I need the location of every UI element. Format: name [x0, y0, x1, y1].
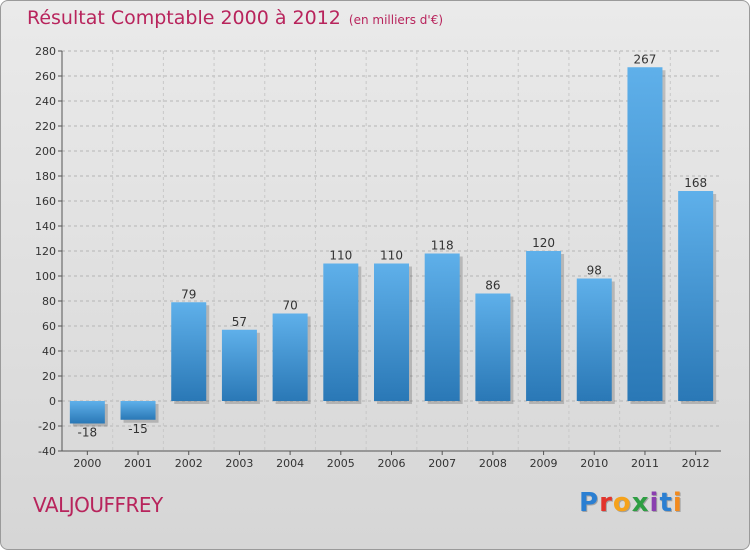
x-tick-label: 2001: [124, 457, 152, 470]
proxiti-logo: Proxiti: [579, 488, 683, 518]
brand-letter: t: [659, 488, 673, 518]
bar-2008: [475, 293, 511, 401]
bars: [69, 67, 717, 427]
value-label: 57: [232, 315, 247, 329]
value-label: -15: [128, 422, 148, 436]
x-tick-label: 2005: [327, 457, 355, 470]
bar-2012: [678, 191, 714, 401]
x-tick-labels: 2000 2001 2002 2003 2004 2005 2006 2007 2008 2009…: [73, 457, 709, 470]
chart-title-text: Résultat Comptable 2000 à 2012: [27, 7, 341, 29]
y-tick-label: 0: [49, 395, 56, 408]
x-tick-label: 2006: [378, 457, 406, 470]
bar-2007: [424, 253, 460, 401]
y-tick-label: 260: [35, 70, 56, 83]
value-label: 86: [485, 279, 500, 293]
x-tick-label: 2011: [631, 457, 659, 470]
chart-unit-note: (en milliers d'€): [348, 13, 444, 27]
x-tick-label: 2008: [479, 457, 507, 470]
y-tick-label: 220: [35, 120, 56, 133]
x-tick-label: 2003: [225, 457, 253, 470]
x-tick-label: 2004: [276, 457, 304, 470]
bar-2002: [171, 302, 207, 401]
value-labels: -18 -15 79 57 70 110 110 118 86 120 98 267 168: [78, 52, 708, 439]
y-tick-label: 100: [35, 270, 56, 283]
value-label: 267: [634, 52, 657, 66]
y-tick-label: 20: [42, 370, 56, 383]
brand-letter: o: [612, 488, 632, 518]
y-tick-label: 200: [35, 145, 56, 158]
value-label: -18: [78, 426, 98, 440]
brand-letter: x: [631, 488, 650, 518]
bar-2011: [627, 67, 663, 401]
y-tick-label: 60: [42, 320, 56, 333]
value-label: 79: [181, 287, 196, 301]
value-label: 98: [587, 264, 602, 278]
value-label: 110: [329, 249, 352, 263]
y-tick-label: 280: [35, 45, 56, 58]
y-tick-label: 80: [42, 295, 56, 308]
grid-lines: [62, 50, 721, 452]
bar-2003: [221, 329, 257, 401]
x-tick-label: 2002: [175, 457, 203, 470]
y-tick-label: -20: [38, 420, 56, 433]
value-label: 110: [380, 249, 403, 263]
y-tick-label: -40: [38, 445, 56, 458]
commune-name: VALJOUFFREY: [33, 493, 163, 517]
value-label: 70: [282, 299, 297, 313]
brand-letter: i: [649, 488, 660, 518]
y-tick-label: 140: [35, 220, 56, 233]
value-label: 118: [431, 239, 454, 253]
y-tick-label: 120: [35, 245, 56, 258]
axes: [58, 50, 721, 455]
bar-2004: [272, 313, 308, 401]
bar-2005: [323, 263, 359, 401]
value-label: 120: [532, 236, 555, 250]
brand-letter: P: [579, 488, 600, 518]
x-tick-label: 2012: [682, 457, 710, 470]
value-label: 168: [684, 176, 707, 190]
bar-2001: [120, 401, 156, 420]
brand-letter: r: [599, 488, 613, 518]
bar-2009: [526, 251, 562, 401]
y-tick-label: 240: [35, 95, 56, 108]
brand-letter: i: [672, 488, 683, 518]
x-tick-label: 2007: [428, 457, 456, 470]
x-tick-label: 2009: [530, 457, 558, 470]
bar-2010: [576, 278, 612, 401]
x-tick-label: 2000: [73, 457, 101, 470]
x-tick-label: 2010: [580, 457, 608, 470]
bar-2000: [69, 401, 105, 424]
y-tick-label: 160: [35, 195, 56, 208]
y-tick-labels: 280260240220200180160140120100806040200-…: [35, 45, 56, 458]
bar-2006: [374, 263, 409, 401]
y-tick-label: 40: [42, 345, 56, 358]
chart-title: Résultat Comptable 2000 à 2012 (en millie…: [27, 7, 443, 29]
y-tick-label: 180: [35, 170, 56, 183]
